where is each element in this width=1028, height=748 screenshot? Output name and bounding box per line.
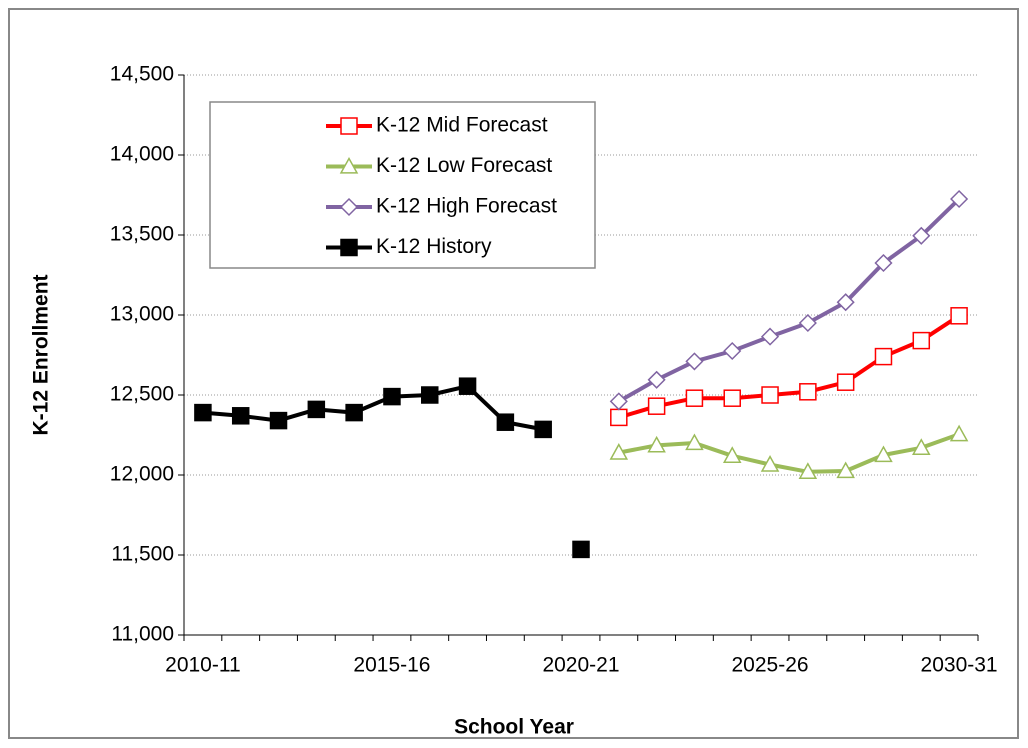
marker <box>836 373 855 391</box>
marker <box>950 307 968 325</box>
marker <box>760 455 780 472</box>
marker <box>307 400 326 419</box>
series-line <box>618 432 960 474</box>
y-tick-label: 12,500 <box>110 383 174 406</box>
marker <box>685 433 704 451</box>
marker <box>647 397 666 415</box>
marker <box>458 377 477 395</box>
marker <box>383 387 401 406</box>
marker <box>534 420 552 439</box>
marker <box>340 238 358 257</box>
marker <box>572 540 590 559</box>
marker <box>647 435 666 453</box>
x-tick-label: 2025-26 <box>732 654 809 677</box>
marker <box>836 461 855 479</box>
x-tick-label: 2010-11 <box>165 654 241 677</box>
marker <box>798 462 818 479</box>
marker <box>799 383 817 401</box>
x-tick-label: 2030-31 <box>921 654 998 677</box>
series-line <box>618 314 961 420</box>
marker <box>723 341 742 361</box>
y-tick-label: 14,500 <box>110 63 174 86</box>
x-tick-label: 2020-21 <box>542 654 619 677</box>
marker <box>421 386 439 404</box>
legend: K-12 Mid Forecast K-12 Low Forecast K-12 H… <box>209 101 596 269</box>
marker <box>912 331 931 350</box>
y-tick-label: 11,000 <box>111 623 174 646</box>
y-tick-label: 11,500 <box>111 543 174 566</box>
marker <box>836 293 855 312</box>
legend-label: K-12 High Forecast <box>376 195 557 218</box>
y-axis-label: K-12 Enrollment <box>30 274 53 435</box>
marker <box>685 389 704 407</box>
marker <box>339 197 359 217</box>
legend-label: K-12 Low Forecast <box>376 154 552 177</box>
marker <box>874 253 893 273</box>
marker <box>340 117 358 135</box>
marker <box>912 226 931 245</box>
marker <box>269 411 288 430</box>
y-tick-label: 13,500 <box>110 223 174 246</box>
marker <box>912 438 931 455</box>
legend-label: K-12 History <box>376 235 492 258</box>
marker <box>874 445 893 463</box>
marker <box>685 352 704 371</box>
y-tick-label: 14,000 <box>110 143 174 166</box>
marker <box>339 156 359 174</box>
marker <box>609 443 629 460</box>
legend-box <box>209 101 596 269</box>
marker <box>950 189 969 209</box>
marker <box>723 389 741 407</box>
x-axis-label: School Year <box>454 716 574 739</box>
marker <box>647 370 666 389</box>
y-tick-label: 13,000 <box>110 303 174 326</box>
marker <box>194 403 212 422</box>
marker <box>761 386 779 404</box>
marker <box>874 347 893 366</box>
marker <box>722 446 742 463</box>
marker <box>231 407 250 425</box>
marker <box>496 413 515 431</box>
marker <box>949 424 969 442</box>
x-tick-label: 2015-16 <box>353 654 430 677</box>
marker <box>760 327 780 346</box>
series-line <box>617 197 961 404</box>
marker <box>609 392 628 411</box>
series-line <box>202 384 544 432</box>
legend-label: K-12 Mid Forecast <box>376 114 548 137</box>
marker <box>345 403 363 422</box>
marker <box>798 313 817 333</box>
y-tick-label: 12,000 <box>110 463 174 486</box>
marker <box>610 408 628 427</box>
